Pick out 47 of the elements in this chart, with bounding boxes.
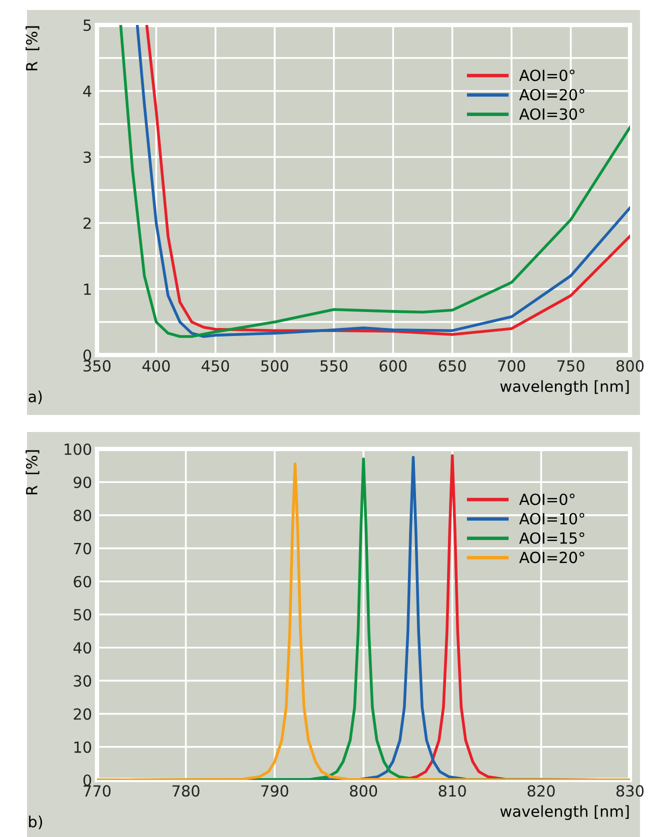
- y-tick-label: 4: [83, 86, 92, 97]
- x-tick-label: 800: [350, 785, 378, 797]
- y-tick-label: 3: [84, 151, 91, 164]
- x-tick-label: 820: [528, 785, 555, 797]
- y-axis-title: R [%]: [26, 450, 40, 494]
- y-tick-label: 50: [74, 608, 92, 621]
- y-tick-label: 2: [84, 217, 91, 229]
- y-tick-label: 100: [64, 443, 92, 456]
- y-tick-label: 20: [74, 708, 92, 720]
- text: a): [28, 390, 42, 404]
- y-tick-label: 10: [74, 741, 92, 753]
- y-tick-label: 0: [83, 349, 92, 362]
- legend-label: AOI=20°: [519, 88, 584, 100]
- text: b): [29, 816, 42, 830]
- x-tick-label: 500: [261, 360, 288, 372]
- x-tick-label: 600: [380, 360, 407, 372]
- x-tick-label: 770: [84, 785, 111, 797]
- x-tick-label: 780: [172, 785, 200, 797]
- x-tick-label: 750: [557, 360, 584, 372]
- x-tick-label: 790: [261, 785, 288, 797]
- y-axis-title: R [%]: [26, 26, 40, 70]
- y-tick-label: 90: [74, 476, 92, 488]
- y-tick-label: 1: [84, 284, 91, 295]
- y-tick-label: 40: [73, 642, 92, 654]
- y-tick-label: 80: [74, 510, 92, 522]
- legend-label: AOI=10°: [519, 512, 584, 524]
- x-axis-title: wavelength [nm]: [500, 380, 629, 395]
- legend-label: AOI=30°: [519, 108, 584, 120]
- x-tick-label: 810: [438, 785, 466, 797]
- legend-label: AOI=0°: [519, 70, 575, 82]
- x-tick-label: 700: [498, 360, 526, 372]
- y-tick-label: 70: [74, 542, 92, 554]
- y-tick-label: 5: [84, 20, 91, 32]
- legend-label: AOI=15°: [519, 532, 584, 544]
- x-tick-label: 650: [438, 360, 466, 372]
- x-tick-label: 400: [142, 360, 170, 372]
- x-tick-label: 450: [202, 360, 230, 372]
- x-tick-label: 350: [84, 360, 111, 372]
- y-tick-label: 60: [74, 576, 92, 588]
- legend-label: AOI=0°: [519, 494, 575, 506]
- x-tick-label: 550: [320, 360, 348, 372]
- x-tick-label: 830: [616, 785, 644, 797]
- x-axis-title: wavelength [nm]: [500, 805, 629, 820]
- x-tick-label: 800: [616, 360, 644, 372]
- y-tick-label: 30: [74, 675, 92, 687]
- y-tick-label: 0: [83, 774, 92, 786]
- legend-label: AOI=20°: [519, 552, 584, 564]
